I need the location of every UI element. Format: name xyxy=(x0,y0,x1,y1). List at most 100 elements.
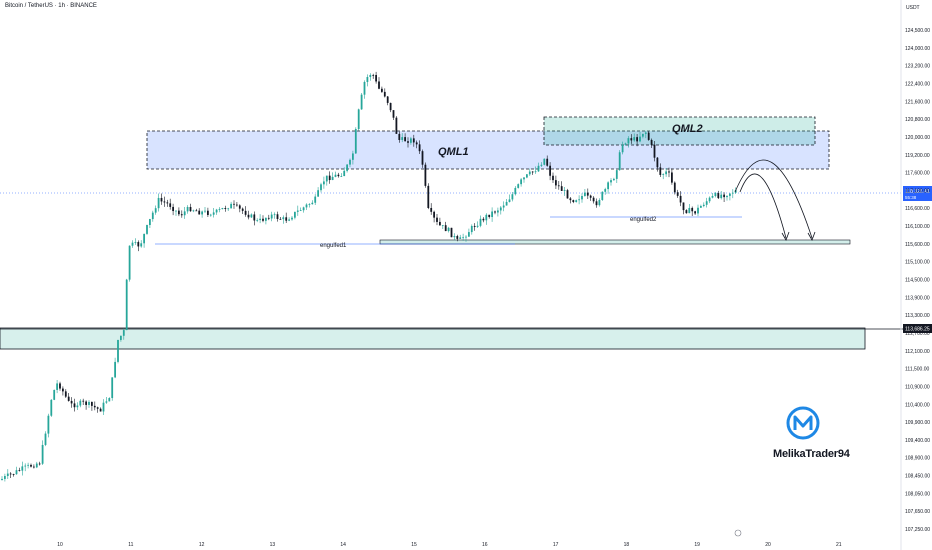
candle-body xyxy=(241,208,244,211)
candle-body xyxy=(569,198,572,201)
candle-body xyxy=(383,91,386,97)
y-tick-label: 120,800.00 xyxy=(905,117,930,123)
candle-body xyxy=(633,137,636,141)
candle-body xyxy=(488,214,491,217)
candle-body xyxy=(514,187,517,195)
candle-body xyxy=(218,209,221,210)
candle-body xyxy=(282,217,285,220)
candle-body xyxy=(50,399,53,416)
target-zone xyxy=(379,239,851,245)
candle-body xyxy=(166,202,169,204)
y-tick-label: 108,900.00 xyxy=(905,456,930,462)
candle-body xyxy=(224,208,227,209)
y-tick-label: 115,100.00 xyxy=(905,260,930,266)
qml1-zone xyxy=(146,130,830,170)
x-tick-label: 13 xyxy=(270,542,276,548)
candle-body xyxy=(705,201,708,205)
candle-body xyxy=(357,109,360,130)
candle-body xyxy=(328,175,331,181)
candle-body xyxy=(450,227,453,238)
y-tick-label: 117,600.00 xyxy=(905,171,930,177)
y-tick-label: 108,450.00 xyxy=(905,474,930,480)
y-tick-label: 114,500.00 xyxy=(905,278,930,284)
candle-body xyxy=(96,407,99,409)
candle-body xyxy=(555,180,557,186)
candle-body xyxy=(511,194,514,200)
candle-body xyxy=(215,209,218,213)
candle-body xyxy=(691,207,694,212)
candle-body xyxy=(618,152,621,171)
candle-body xyxy=(389,102,392,111)
y-tick-label: 122,400.00 xyxy=(905,81,930,87)
candle-body xyxy=(534,171,537,173)
candle-body xyxy=(270,214,273,219)
candle-body xyxy=(120,335,122,340)
candle-body xyxy=(473,225,476,227)
candle-body xyxy=(186,206,189,212)
price-label: 118,326.41 xyxy=(905,189,930,195)
candle-body xyxy=(363,81,366,95)
y-tick-label: 110,900.00 xyxy=(905,384,930,390)
candle-body xyxy=(308,204,311,205)
candle-body xyxy=(366,77,369,82)
candle-body xyxy=(436,217,438,222)
candle-body xyxy=(584,192,586,196)
candle-body xyxy=(30,464,32,467)
candle-body xyxy=(334,174,337,177)
candle-body xyxy=(685,210,688,214)
brand-name: MelikaTrader94 xyxy=(773,448,850,460)
candle-body xyxy=(91,401,93,406)
candle-body xyxy=(134,242,137,243)
candle-body xyxy=(679,195,682,203)
candle-body xyxy=(273,214,276,216)
candle-body xyxy=(644,132,647,134)
candle-body xyxy=(230,203,232,209)
candle-body xyxy=(35,463,38,468)
candle-body xyxy=(447,227,450,232)
candle-body xyxy=(656,157,659,168)
candle-body xyxy=(401,137,404,140)
candle-body xyxy=(93,405,96,408)
x-tick-label: 10 xyxy=(57,542,63,548)
candle-body xyxy=(540,164,543,166)
candle-body xyxy=(508,199,511,202)
candle-body xyxy=(288,219,290,221)
candle-body xyxy=(151,212,154,220)
engulfed1-label: engulfed1 xyxy=(320,243,347,249)
candle-body xyxy=(299,210,302,212)
candle-body xyxy=(601,191,604,200)
candle-body xyxy=(470,225,473,233)
candle-body xyxy=(296,210,299,212)
candle-body xyxy=(160,197,163,202)
candle-body xyxy=(586,192,589,196)
candle-body xyxy=(624,143,627,145)
candle-body xyxy=(102,402,105,412)
candle-body xyxy=(560,186,563,191)
candle-body xyxy=(392,110,395,118)
y-tick-label: 116,100.00 xyxy=(905,224,930,230)
candle-body xyxy=(146,224,148,234)
candle-body xyxy=(610,180,612,183)
x-tick-label: 15 xyxy=(411,542,417,548)
candle-body xyxy=(520,179,522,185)
candle-body xyxy=(453,236,456,238)
candle-body xyxy=(262,218,264,221)
candle-body xyxy=(59,383,61,389)
candle-body xyxy=(354,129,357,154)
candle-body xyxy=(563,190,566,191)
candle-body xyxy=(717,193,720,199)
candle-body xyxy=(233,203,235,205)
candle-body xyxy=(122,330,125,336)
candle-body xyxy=(201,211,203,215)
brand-logo: MelikaTrader94 xyxy=(773,405,850,460)
candle-body xyxy=(337,174,340,177)
candle-body xyxy=(494,211,496,213)
candle-body xyxy=(702,204,705,207)
candle-body xyxy=(178,210,180,215)
arrow-head-inner xyxy=(781,231,790,241)
candle-body xyxy=(114,361,116,378)
candle-body xyxy=(482,218,485,221)
candle-body xyxy=(73,403,76,408)
candle-body xyxy=(726,195,728,198)
